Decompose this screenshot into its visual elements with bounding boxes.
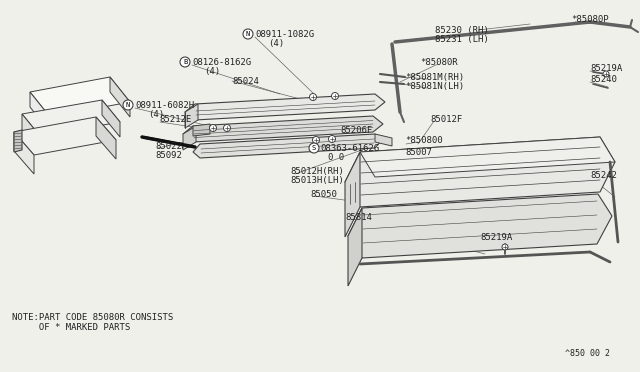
Text: S: S xyxy=(312,145,316,151)
Text: 85012F: 85012F xyxy=(430,115,462,124)
Circle shape xyxy=(328,135,335,142)
Circle shape xyxy=(312,137,319,144)
Text: *85081N(LH): *85081N(LH) xyxy=(405,81,464,90)
Text: N: N xyxy=(126,102,130,108)
Text: 08911-1082G: 08911-1082G xyxy=(255,29,314,38)
Circle shape xyxy=(243,29,253,39)
Polygon shape xyxy=(30,77,130,117)
Text: *85080R: *85080R xyxy=(420,58,458,67)
Polygon shape xyxy=(360,137,615,177)
Text: 08911-6082H: 08911-6082H xyxy=(135,100,194,109)
Text: 85240: 85240 xyxy=(590,74,617,83)
Polygon shape xyxy=(345,152,360,237)
Polygon shape xyxy=(30,92,50,132)
Text: *85080P: *85080P xyxy=(571,15,609,23)
Text: 85092: 85092 xyxy=(155,151,182,160)
Text: 08363-6162G: 08363-6162G xyxy=(320,144,379,153)
Polygon shape xyxy=(193,124,210,136)
Text: 85212E: 85212E xyxy=(159,115,191,124)
Polygon shape xyxy=(102,100,120,137)
Text: ^850 00 2: ^850 00 2 xyxy=(565,350,610,359)
Text: (4): (4) xyxy=(204,67,220,76)
Text: 85230 (RH): 85230 (RH) xyxy=(435,26,489,35)
Text: OF * MARKED PARTS: OF * MARKED PARTS xyxy=(12,324,131,333)
Text: 85012H(RH): 85012H(RH) xyxy=(290,167,344,176)
Polygon shape xyxy=(375,134,392,146)
Text: 85022: 85022 xyxy=(155,141,182,151)
Polygon shape xyxy=(345,137,615,207)
Text: B: B xyxy=(183,59,187,65)
Circle shape xyxy=(603,71,609,77)
Text: 85206F: 85206F xyxy=(340,125,372,135)
Circle shape xyxy=(310,93,317,100)
Polygon shape xyxy=(14,132,34,174)
Circle shape xyxy=(223,125,230,131)
Text: (4): (4) xyxy=(148,109,164,119)
Text: N: N xyxy=(246,31,250,37)
Polygon shape xyxy=(348,194,612,258)
Polygon shape xyxy=(110,77,130,117)
Polygon shape xyxy=(22,114,40,152)
Text: 85242: 85242 xyxy=(590,170,617,180)
Polygon shape xyxy=(96,117,116,159)
Text: 85007: 85007 xyxy=(405,148,432,157)
Text: 85024: 85024 xyxy=(232,77,259,86)
Text: 85231 (LH): 85231 (LH) xyxy=(435,35,489,44)
Circle shape xyxy=(180,57,190,67)
Text: (4): (4) xyxy=(268,38,284,48)
Polygon shape xyxy=(14,117,116,155)
Polygon shape xyxy=(14,130,22,152)
Circle shape xyxy=(502,244,508,250)
Text: 85219A: 85219A xyxy=(590,64,622,73)
Circle shape xyxy=(332,93,339,99)
Text: 85814: 85814 xyxy=(345,212,372,221)
Polygon shape xyxy=(193,134,382,158)
Circle shape xyxy=(309,143,319,153)
Polygon shape xyxy=(348,208,362,286)
Text: 08126-8162G: 08126-8162G xyxy=(192,58,251,67)
Polygon shape xyxy=(185,104,198,128)
Text: 0 0: 0 0 xyxy=(328,153,344,161)
Text: NOTE:PART CODE 85080R CONSISTS: NOTE:PART CODE 85080R CONSISTS xyxy=(12,312,173,321)
Polygon shape xyxy=(185,94,385,120)
Circle shape xyxy=(209,125,216,131)
Text: 85219A: 85219A xyxy=(480,232,512,241)
Text: *850800: *850800 xyxy=(405,135,443,144)
Polygon shape xyxy=(22,100,120,136)
Polygon shape xyxy=(183,126,196,150)
Polygon shape xyxy=(183,116,383,142)
Text: *85081M(RH): *85081M(RH) xyxy=(405,73,464,81)
Text: 85013H(LH): 85013H(LH) xyxy=(290,176,344,185)
Circle shape xyxy=(123,100,133,110)
Text: 85050: 85050 xyxy=(310,189,337,199)
